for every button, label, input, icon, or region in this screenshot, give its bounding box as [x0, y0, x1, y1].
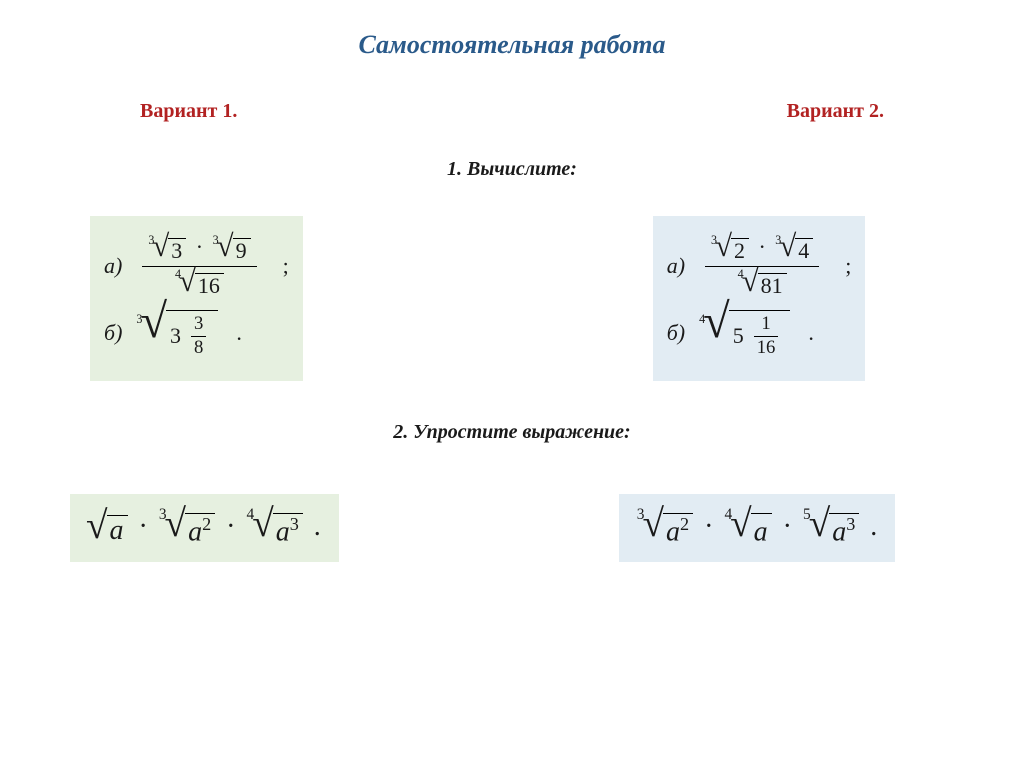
radicand-exp: 3 [846, 514, 855, 534]
trailer: . [310, 511, 321, 542]
v2-a-row: а) 3 √ 2 · 3 √ 4 [667, 234, 852, 298]
radicand: 16 [195, 273, 224, 298]
mixed-number: 3 3 8 [170, 313, 212, 359]
v1-expr-t1: √ a [88, 510, 128, 547]
v2-expr-t2: 4 √ a [724, 508, 771, 548]
trailer: ; [839, 240, 851, 293]
task-2-label: 2. Упростите выражение: [0, 421, 1024, 444]
mixed-number: 5 1 16 [733, 313, 785, 359]
radicand-exp: 2 [680, 514, 689, 534]
mixed-int: 5 [733, 324, 744, 348]
v2-a-num-root2: 3 √ 4 [775, 234, 813, 263]
v2-a-num-root1: 3 √ 2 [711, 234, 749, 263]
radical-icon: √ [809, 508, 831, 539]
v2-expr-t3: 5 √ a3 [803, 508, 859, 548]
radicand: 9 [233, 238, 251, 263]
radical-icon: √ [179, 269, 196, 294]
v2-a-fraction: 3 √ 2 · 3 √ 4 4 [705, 234, 819, 298]
radical-icon: √ [152, 234, 169, 259]
trailer: ; [277, 240, 289, 293]
variants-row: Вариант 1. Вариант 2. [0, 100, 1024, 123]
v1-expr-t3: 4 √ a3 [246, 508, 302, 548]
v1-b-row: б) 3 √ 3 3 8 . [104, 304, 289, 363]
variant-2-label: Вариант 2. [787, 100, 884, 123]
v2-expr-t1: 3 √ a2 [637, 508, 693, 548]
radicand-base: a [754, 516, 768, 547]
radical-icon: √ [730, 508, 752, 539]
radical-icon: √ [86, 510, 108, 541]
radical-icon: √ [217, 234, 234, 259]
radical-icon: √ [779, 234, 796, 259]
v2-a-den-root: 4 √ 81 [738, 269, 787, 298]
radicand: 81 [758, 273, 787, 298]
mixed-den: 8 [191, 337, 206, 359]
radicand-exp: 3 [290, 514, 299, 534]
radicand-base: a [666, 516, 680, 547]
trailer: . [866, 511, 877, 542]
radical-icon: √ [252, 508, 274, 539]
mixed-den: 16 [754, 337, 779, 359]
trailer: . [804, 307, 814, 360]
radical-icon: √ [643, 508, 665, 539]
v2-expr-box: 3 √ a2 · 4 √ a · 5 √ a3 . [619, 494, 896, 562]
dot-icon: · [754, 234, 769, 259]
dot-icon: · [700, 511, 717, 542]
v1-b-root: 3 √ 3 3 8 [136, 304, 218, 363]
v2-b-root: 4 √ 5 1 16 [699, 304, 790, 363]
mixed-num: 1 [754, 313, 779, 336]
v2-b-letter: б) [667, 307, 685, 360]
radicand-base: a [276, 516, 290, 547]
page-title: Самостоятельная работа [0, 30, 1024, 60]
v2-task1-box: а) 3 √ 2 · 3 √ 4 [653, 216, 866, 381]
v2-b-row: б) 4 √ 5 1 16 . [667, 304, 852, 363]
radical-icon: √ [703, 304, 730, 340]
mixed-num: 3 [191, 313, 206, 336]
dot-icon: · [135, 511, 152, 542]
v1-a-letter: а) [104, 240, 122, 293]
dot-icon: · [222, 511, 239, 542]
v1-a-num-root2: 3 √ 9 [213, 234, 251, 263]
task-1-formulas: а) 3 √ 3 · 3 √ 9 [0, 216, 1024, 381]
worksheet-page: Самостоятельная работа Вариант 1. Вариан… [0, 0, 1024, 767]
radicand-base: a [188, 516, 202, 547]
variant-1-label: Вариант 1. [140, 100, 237, 123]
v2-a-letter: а) [667, 240, 685, 293]
radical-icon: √ [165, 508, 187, 539]
task-1-label: 1. Вычислите: [0, 158, 1024, 181]
v1-b-letter: б) [104, 307, 122, 360]
v1-expr-box: √ a · 3 √ a2 · 4 √ a3 . [70, 494, 339, 562]
dot-icon: · [779, 511, 796, 542]
dot-icon: · [192, 234, 207, 259]
v1-expr-t2: 3 √ a2 [159, 508, 215, 548]
task-2-formulas: √ a · 3 √ a2 · 4 √ a3 . 3 √ a2 [0, 494, 1024, 562]
v1-a-den-root: 4 √ 16 [175, 269, 224, 298]
trailer: . [232, 307, 242, 360]
v1-a-num-root1: 3 √ 3 [148, 234, 186, 263]
radicand: 4 [795, 238, 813, 263]
mixed-int: 3 [170, 324, 181, 348]
v1-a-row: а) 3 √ 3 · 3 √ 9 [104, 234, 289, 298]
radical-icon: √ [140, 304, 167, 340]
radicand-base: a [832, 516, 846, 547]
radical-icon: √ [742, 269, 759, 294]
radical-icon: √ [715, 234, 732, 259]
radicand: 2 [731, 238, 749, 263]
v1-task1-box: а) 3 √ 3 · 3 √ 9 [90, 216, 303, 381]
radicand-exp: 2 [202, 514, 211, 534]
radicand: 3 [168, 238, 186, 263]
radicand: a [110, 515, 124, 546]
v1-a-fraction: 3 √ 3 · 3 √ 9 4 [142, 234, 256, 298]
